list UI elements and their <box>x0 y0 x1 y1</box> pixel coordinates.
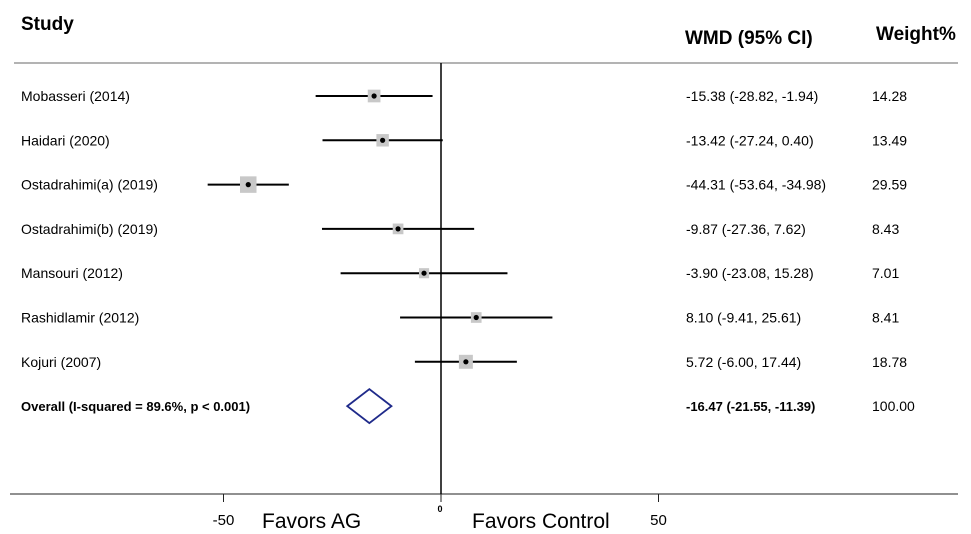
favors-left-label: Favors AG <box>262 510 361 533</box>
study-6-weight-text: 8.41 <box>872 310 899 326</box>
study-5-ci-text: -3.90 (-23.08, 15.28) <box>686 265 814 281</box>
x-tick-label-0: 0 <box>437 504 442 514</box>
study-3-label: Ostadrahimi(a) (2019) <box>21 177 158 193</box>
study-7-weight-text: 18.78 <box>872 354 907 370</box>
study-4-label: Ostadrahimi(b) (2019) <box>21 221 158 237</box>
overall-diamond <box>345 387 393 425</box>
study-1-label: Mobasseri (2014) <box>21 88 130 104</box>
header-study: Study <box>21 14 74 35</box>
study-4-weight-text: 8.43 <box>872 221 899 237</box>
study-6-point <box>473 314 479 321</box>
study-5-label: Mansouri (2012) <box>21 265 123 281</box>
study-1-weight-text: 14.28 <box>872 88 907 104</box>
study-3-weight-text: 29.59 <box>872 177 907 193</box>
overall-weight-text: 100.00 <box>872 398 915 414</box>
overall-ci-text: -16.47 (-21.55, -11.39) <box>686 399 815 414</box>
study-6-label: Rashidlamir (2012) <box>21 310 139 326</box>
study-1-point <box>371 93 377 99</box>
study-6-ci-text: 8.10 (-9.41, 25.61) <box>686 310 801 326</box>
study-2-ci-text: -13.42 (-27.24, 0.40) <box>686 132 814 148</box>
study-5-weight-text: 7.01 <box>872 265 899 281</box>
header-weight: Weight% <box>876 24 956 45</box>
study-4-point <box>395 226 401 232</box>
x-tick-label-50: 50 <box>650 512 667 529</box>
study-3-point <box>245 182 251 188</box>
study-2-weight-text: 13.49 <box>872 132 907 148</box>
study-5-point <box>421 270 427 276</box>
study-3-ci-text: -44.31 (-53.64, -34.98) <box>686 177 826 193</box>
study-7-point <box>463 359 469 365</box>
header-effect: WMD (95% CI) <box>685 28 813 49</box>
study-2-point <box>380 137 386 143</box>
study-1-ci-text: -15.38 (-28.82, -1.94) <box>686 88 818 104</box>
overall-label: Overall (I-squared = 89.6%, p < 0.001) <box>21 399 250 414</box>
study-7-ci-text: 5.72 (-6.00, 17.44) <box>686 354 801 370</box>
study-7-label: Kojuri (2007) <box>21 354 101 370</box>
favors-right-label: Favors Control <box>472 510 610 533</box>
study-4-ci-text: -9.87 (-27.36, 7.62) <box>686 221 806 237</box>
x-tick-label--50: -50 <box>213 512 235 529</box>
study-2-label: Haidari (2020) <box>21 132 110 148</box>
